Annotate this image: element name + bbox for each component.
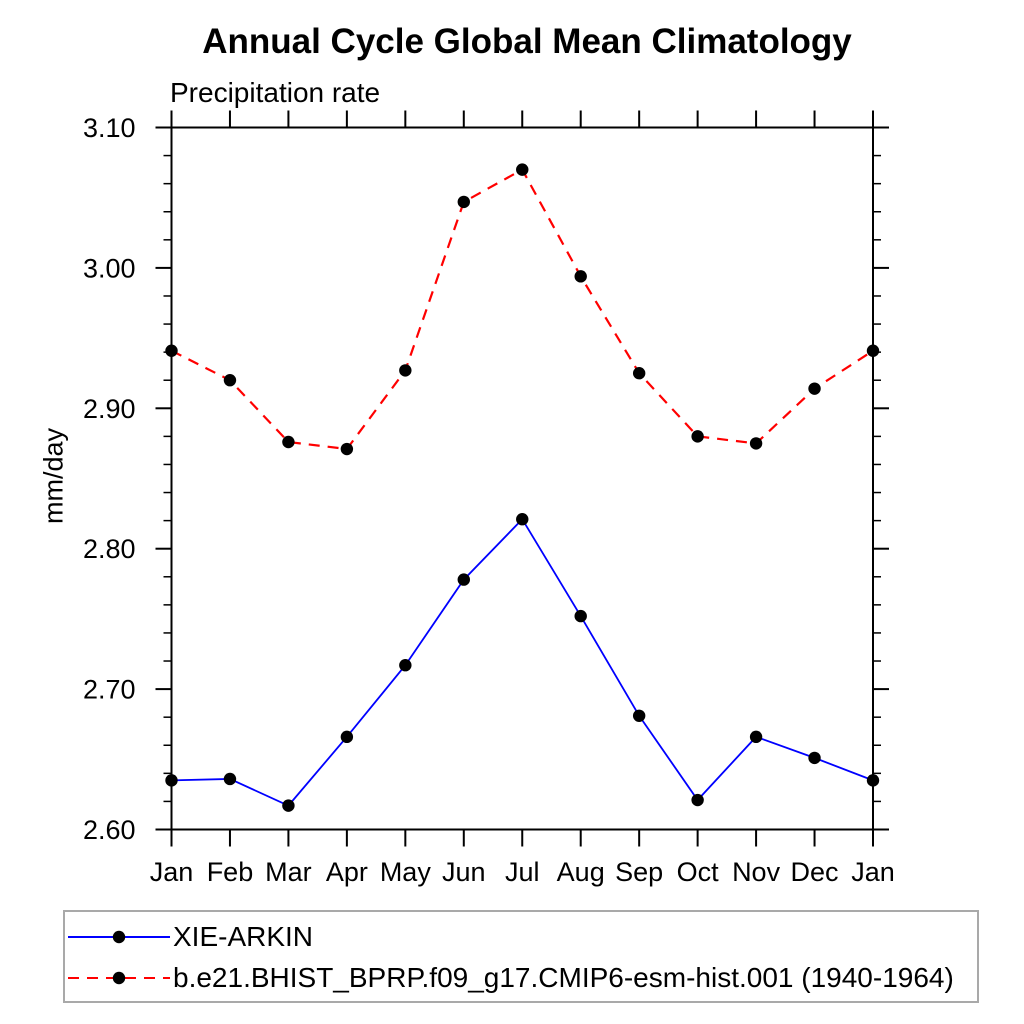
series-marker	[749, 730, 763, 744]
x-tick-label: Jan	[150, 857, 194, 887]
series-marker	[574, 609, 587, 623]
legend-label: XIE-ARKIN	[173, 921, 314, 952]
series-marker	[574, 270, 587, 283]
legend-item-xie-arkin: XIE-ARKIN	[67, 921, 313, 953]
legend-marker-dot-icon	[112, 971, 126, 985]
x-tick-label: Jun	[442, 857, 486, 887]
y-tick-label: 2.80	[83, 534, 136, 564]
legend-line-sample-solid	[68, 930, 170, 944]
y-tick-label: 2.60	[83, 815, 136, 845]
chart-title: Annual Cycle Global Mean Climatology	[202, 22, 852, 61]
plot-frame	[170, 126, 874, 831]
x-tick-label: Mar	[265, 857, 312, 887]
x-tick-label: Nov	[732, 857, 781, 887]
x-tick-label: Oct	[677, 857, 720, 887]
series-marker	[749, 437, 763, 450]
series-marker	[340, 730, 354, 744]
legend-label: b.e21.BHIST_BPRP.f09_g17.CMIP6-esm-hist.…	[173, 962, 954, 993]
legend-item-model: b.e21.BHIST_BPRP.f09_g17.CMIP6-esm-hist.…	[67, 962, 954, 994]
series-marker	[516, 163, 529, 176]
x-tick-label: Aug	[557, 857, 605, 887]
legend-marker-dot-icon	[112, 930, 126, 944]
series-marker	[399, 659, 412, 672]
series-marker	[223, 374, 237, 387]
legend-box: XIE-ARKIN b.e21.BHIST_BPRP.f09_g17.CMIP6…	[63, 910, 979, 1003]
series-marker	[399, 364, 412, 377]
x-tick-label: May	[380, 857, 432, 887]
series-marker	[808, 382, 821, 395]
series-marker	[632, 709, 646, 722]
series-marker	[457, 573, 470, 586]
x-tick-label: Jan	[851, 857, 895, 887]
series-marker	[866, 344, 880, 357]
series-marker	[866, 774, 880, 787]
legend-line-sample-dashed	[68, 971, 170, 985]
x-tick-label: Apr	[326, 857, 368, 887]
series-marker	[165, 344, 178, 357]
x-tick-label: Dec	[791, 857, 839, 887]
y-tick-label: 3.00	[83, 253, 136, 283]
series-marker	[632, 367, 646, 380]
series-marker	[223, 772, 237, 786]
series-marker	[282, 799, 295, 812]
chart-subtitle: Precipitation rate	[170, 77, 381, 108]
y-tick-label: 2.90	[83, 394, 136, 424]
x-tick-label: Sep	[615, 857, 663, 887]
x-tick-label: Feb	[207, 857, 254, 887]
x-tick-label: Jul	[505, 857, 540, 887]
series-marker	[691, 793, 704, 807]
series-marker	[808, 751, 821, 765]
y-tick-label: 3.10	[83, 113, 136, 143]
series-marker	[165, 774, 178, 787]
series-marker	[282, 435, 295, 449]
series-marker	[340, 442, 354, 456]
series-line-model	[171, 168, 874, 451]
y-tick-label: 2.70	[83, 675, 136, 705]
series-marker	[516, 513, 529, 526]
series-marker	[457, 195, 470, 209]
series-line-xie-arkin	[171, 517, 874, 807]
series-marker	[691, 430, 704, 443]
